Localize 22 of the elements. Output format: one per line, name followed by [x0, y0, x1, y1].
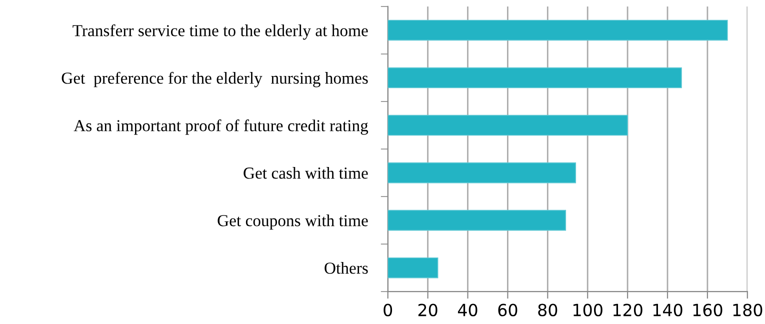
x-tick-label: 40 — [458, 304, 478, 316]
x-tick-label: 180 — [733, 304, 762, 316]
y-tick-label: Get cash with time — [244, 167, 368, 179]
y-tick-label: Get preference for the elderly nursing homes — [62, 72, 368, 88]
bar — [388, 210, 566, 231]
x-tick-label: 20 — [418, 304, 438, 316]
y-tick-label: Get coupons with time — [218, 214, 368, 230]
y-tick-label: Transferr service time to the elderly at home — [72, 24, 368, 40]
x-tick-label: 80 — [538, 304, 558, 316]
bar — [388, 162, 576, 184]
bar — [388, 114, 628, 136]
y-tick-label: Others — [324, 262, 368, 274]
bar — [388, 20, 728, 41]
x-tick-label: 0 — [384, 304, 392, 316]
bar — [388, 67, 682, 88]
x-tick-label: 140 — [653, 304, 682, 316]
y-tick-label: As an important proof of future credit rating — [74, 119, 368, 135]
x-tick-label: 60 — [498, 304, 518, 316]
x-tick-label: 160 — [693, 304, 722, 316]
bar — [388, 257, 438, 278]
x-tick-label: 100 — [574, 304, 602, 316]
x-tick-label: 120 — [613, 304, 642, 316]
